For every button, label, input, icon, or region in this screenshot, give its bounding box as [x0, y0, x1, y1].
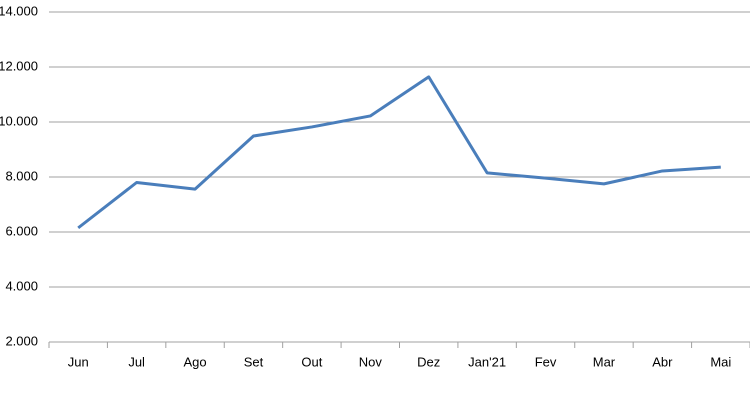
- x-tick-label: Set: [244, 354, 264, 369]
- x-tick-label: Abr: [652, 354, 673, 369]
- x-tick-label: Ago: [183, 354, 206, 369]
- x-tick-label: Dez: [417, 354, 440, 369]
- line-series: [77, 75, 721, 230]
- y-tick-label: 8.000: [5, 168, 38, 183]
- y-tick-label: 14.000: [0, 3, 38, 18]
- y-tick-label: 2.000: [5, 333, 38, 348]
- x-tick-label: Jun: [68, 354, 89, 369]
- x-tick-label: Mai: [710, 354, 731, 369]
- x-tick-label: Jul: [128, 354, 145, 369]
- y-tick-label: 4.000: [5, 278, 38, 293]
- x-tick-label: Mar: [593, 354, 616, 369]
- y-tick-label: 12.000: [0, 58, 38, 73]
- x-tick-label: Jan'21: [468, 354, 506, 369]
- x-tick-label: Fev: [535, 354, 557, 369]
- y-tick-label: 10.000: [0, 113, 38, 128]
- y-tick-label: 6.000: [5, 223, 38, 238]
- x-tick-label: Nov: [359, 354, 383, 369]
- x-tick-label: Out: [301, 354, 322, 369]
